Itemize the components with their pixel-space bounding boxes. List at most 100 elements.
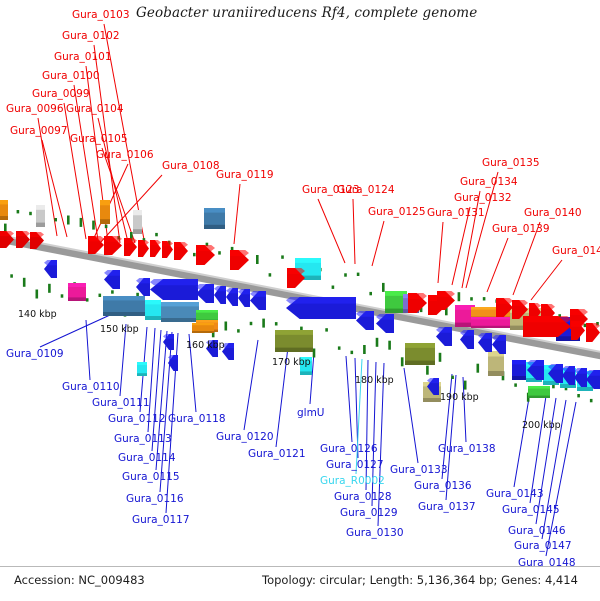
gene-feature-box[interactable] (385, 291, 407, 313)
forward-gene-arrow[interactable] (287, 268, 305, 288)
reverse-gene-arrow[interactable] (222, 343, 234, 360)
gene-label-gura_0120[interactable]: Gura_0120 (216, 431, 274, 443)
gene-label-gura_0130[interactable]: Gura_0130 (346, 527, 404, 539)
forward-gene-arrow[interactable] (174, 242, 188, 260)
forward-gene-arrow[interactable] (138, 240, 149, 257)
gene-label-gura_0097[interactable]: Gura_0097 (10, 125, 68, 137)
gene-label-glmu[interactable]: glmU (297, 407, 325, 419)
gene-feature-box[interactable] (161, 302, 199, 322)
reverse-gene-arrow[interactable] (436, 327, 452, 346)
gene-label-gura_0139[interactable]: Gura_0139 (492, 223, 550, 235)
gene-label-gura_0140[interactable]: Gura_0140 (524, 207, 582, 219)
forward-gene-arrow[interactable] (571, 321, 585, 340)
gene-label-gura_0143[interactable]: Gura_0143 (486, 488, 544, 500)
gene-feature-box[interactable] (471, 317, 516, 328)
forward-gene-arrow[interactable] (0, 231, 14, 248)
gene-feature-box[interactable] (204, 208, 225, 229)
gene-label-gura_0136[interactable]: Gura_0136 (414, 480, 472, 492)
gene-label-gura_0138[interactable]: Gura_0138 (438, 443, 496, 455)
gene-label-gura_0124[interactable]: Gura_0124 (337, 184, 395, 196)
forward-gene-arrow[interactable] (124, 238, 137, 256)
forward-gene-arrow[interactable] (196, 245, 215, 265)
gene-feature-box[interactable] (300, 357, 312, 375)
gene-label-gura_0127[interactable]: Gura_0127 (326, 459, 384, 471)
gene-feature-box[interactable] (68, 283, 86, 301)
reverse-gene-arrow[interactable] (196, 284, 214, 303)
reverse-gene-arrow[interactable] (163, 334, 174, 350)
gene-label-gura_0126[interactable]: Gura_0126 (320, 443, 378, 455)
gene-label-gura_0099[interactable]: Gura_0099 (32, 88, 90, 100)
gene-label-gura_0123[interactable]: Gura_0123 (302, 184, 360, 196)
gene-feature-box[interactable] (103, 296, 145, 316)
reverse-gene-arrow[interactable] (206, 340, 218, 357)
forward-gene-arrow[interactable] (230, 250, 249, 270)
gene-label-gura_0115[interactable]: Gura_0115 (122, 471, 180, 483)
gene-feature-box[interactable] (405, 343, 435, 365)
gene-label-gura_0147[interactable]: Gura_0147 (514, 540, 572, 552)
gene-label-gura_0105[interactable]: Gura_0105 (70, 133, 128, 145)
gene-label-gura_0125[interactable]: Gura_0125 (368, 206, 426, 218)
forward-gene-arrow[interactable] (88, 236, 104, 254)
gene-label-gura_0111[interactable]: Gura_0111 (92, 397, 150, 409)
gene-feature-box[interactable] (137, 362, 147, 376)
gene-label-gura_0145[interactable]: Gura_0145 (502, 504, 560, 516)
gene-label-gura_0114[interactable]: Gura_0114 (118, 452, 176, 464)
gene-label-gura_0129[interactable]: Gura_0129 (340, 507, 398, 519)
reverse-gene-arrow[interactable] (226, 288, 238, 306)
reverse-gene-arrow[interactable] (286, 297, 356, 319)
forward-gene-arrow[interactable] (586, 323, 600, 342)
reverse-gene-arrow[interactable] (356, 311, 374, 330)
gene-label-gura_0134[interactable]: Gura_0134 (460, 176, 518, 188)
reverse-gene-arrow[interactable] (376, 314, 394, 333)
gene-label-gura_0102[interactable]: Gura_0102 (62, 30, 120, 42)
reverse-gene-arrow[interactable] (104, 270, 120, 289)
gene-feature-box[interactable] (488, 351, 504, 376)
gene-label-gura_0137[interactable]: Gura_0137 (418, 501, 476, 513)
reverse-gene-arrow[interactable] (460, 330, 474, 349)
reverse-gene-arrow[interactable] (168, 355, 178, 371)
forward-gene-arrow[interactable] (150, 240, 161, 257)
gene-label-gura_0113[interactable]: Gura_0113 (114, 433, 172, 445)
reverse-gene-arrow[interactable] (214, 286, 226, 304)
gene-feature-box[interactable] (133, 210, 142, 234)
reverse-gene-arrow[interactable] (478, 333, 492, 352)
gene-label-gura_0148[interactable]: Gura_0148 (518, 557, 576, 569)
forward-gene-arrow[interactable] (104, 236, 122, 255)
reverse-gene-arrow[interactable] (136, 278, 150, 296)
forward-gene-arrow[interactable] (437, 291, 455, 310)
gene-label-gura_0132[interactable]: Gura_0132 (454, 192, 512, 204)
gene-label-gura_0103[interactable]: Gura_0103 (72, 9, 130, 21)
gene-label-gura_0108[interactable]: Gura_0108 (162, 160, 220, 172)
gene-label-gura_0128[interactable]: Gura_0128 (334, 491, 392, 503)
gene-label-gura_0106[interactable]: Gura_0106 (96, 149, 154, 161)
gene-feature-box[interactable] (512, 360, 526, 380)
gene-label-gura_0133[interactable]: Gura_0133 (390, 464, 448, 476)
gene-feature-box[interactable] (455, 305, 475, 327)
gene-label-gura_0110[interactable]: Gura_0110 (62, 381, 120, 393)
gene-label-gura_0101[interactable]: Gura_0101 (54, 51, 112, 63)
forward-gene-arrow[interactable] (16, 231, 30, 248)
reverse-gene-arrow[interactable] (527, 360, 544, 380)
reverse-gene-arrow[interactable] (548, 364, 563, 383)
gene-feature-box[interactable] (192, 323, 214, 333)
gene-label-gura_0112[interactable]: Gura_0112 (108, 413, 166, 425)
gene-label-gura_0141[interactable]: Gura_0141 (552, 245, 600, 257)
forward-gene-arrow[interactable] (408, 293, 427, 313)
gene-feature-box[interactable] (100, 200, 110, 224)
gene-label-gura_0135[interactable]: Gura_0135 (482, 157, 540, 169)
gene-label-gura_0121[interactable]: Gura_0121 (248, 448, 306, 460)
reverse-gene-arrow[interactable] (586, 370, 600, 389)
reverse-gene-arrow[interactable] (562, 366, 575, 385)
forward-gene-arrow[interactable] (496, 298, 513, 317)
forward-gene-arrow[interactable] (523, 316, 571, 337)
reverse-gene-arrow[interactable] (574, 368, 587, 387)
gene-label-gura_0131[interactable]: Gura_0131 (427, 207, 485, 219)
forward-gene-arrow[interactable] (512, 300, 528, 319)
gene-label-gura_0104[interactable]: Gura_0104 (66, 103, 124, 115)
reverse-gene-arrow[interactable] (427, 378, 439, 395)
gene-label-gura_0096[interactable]: Gura_0096 (6, 103, 64, 115)
gene-label-gura_0100[interactable]: Gura_0100 (42, 70, 100, 82)
rna-label-gura_r0002[interactable]: Gura_R0002 (320, 475, 385, 487)
